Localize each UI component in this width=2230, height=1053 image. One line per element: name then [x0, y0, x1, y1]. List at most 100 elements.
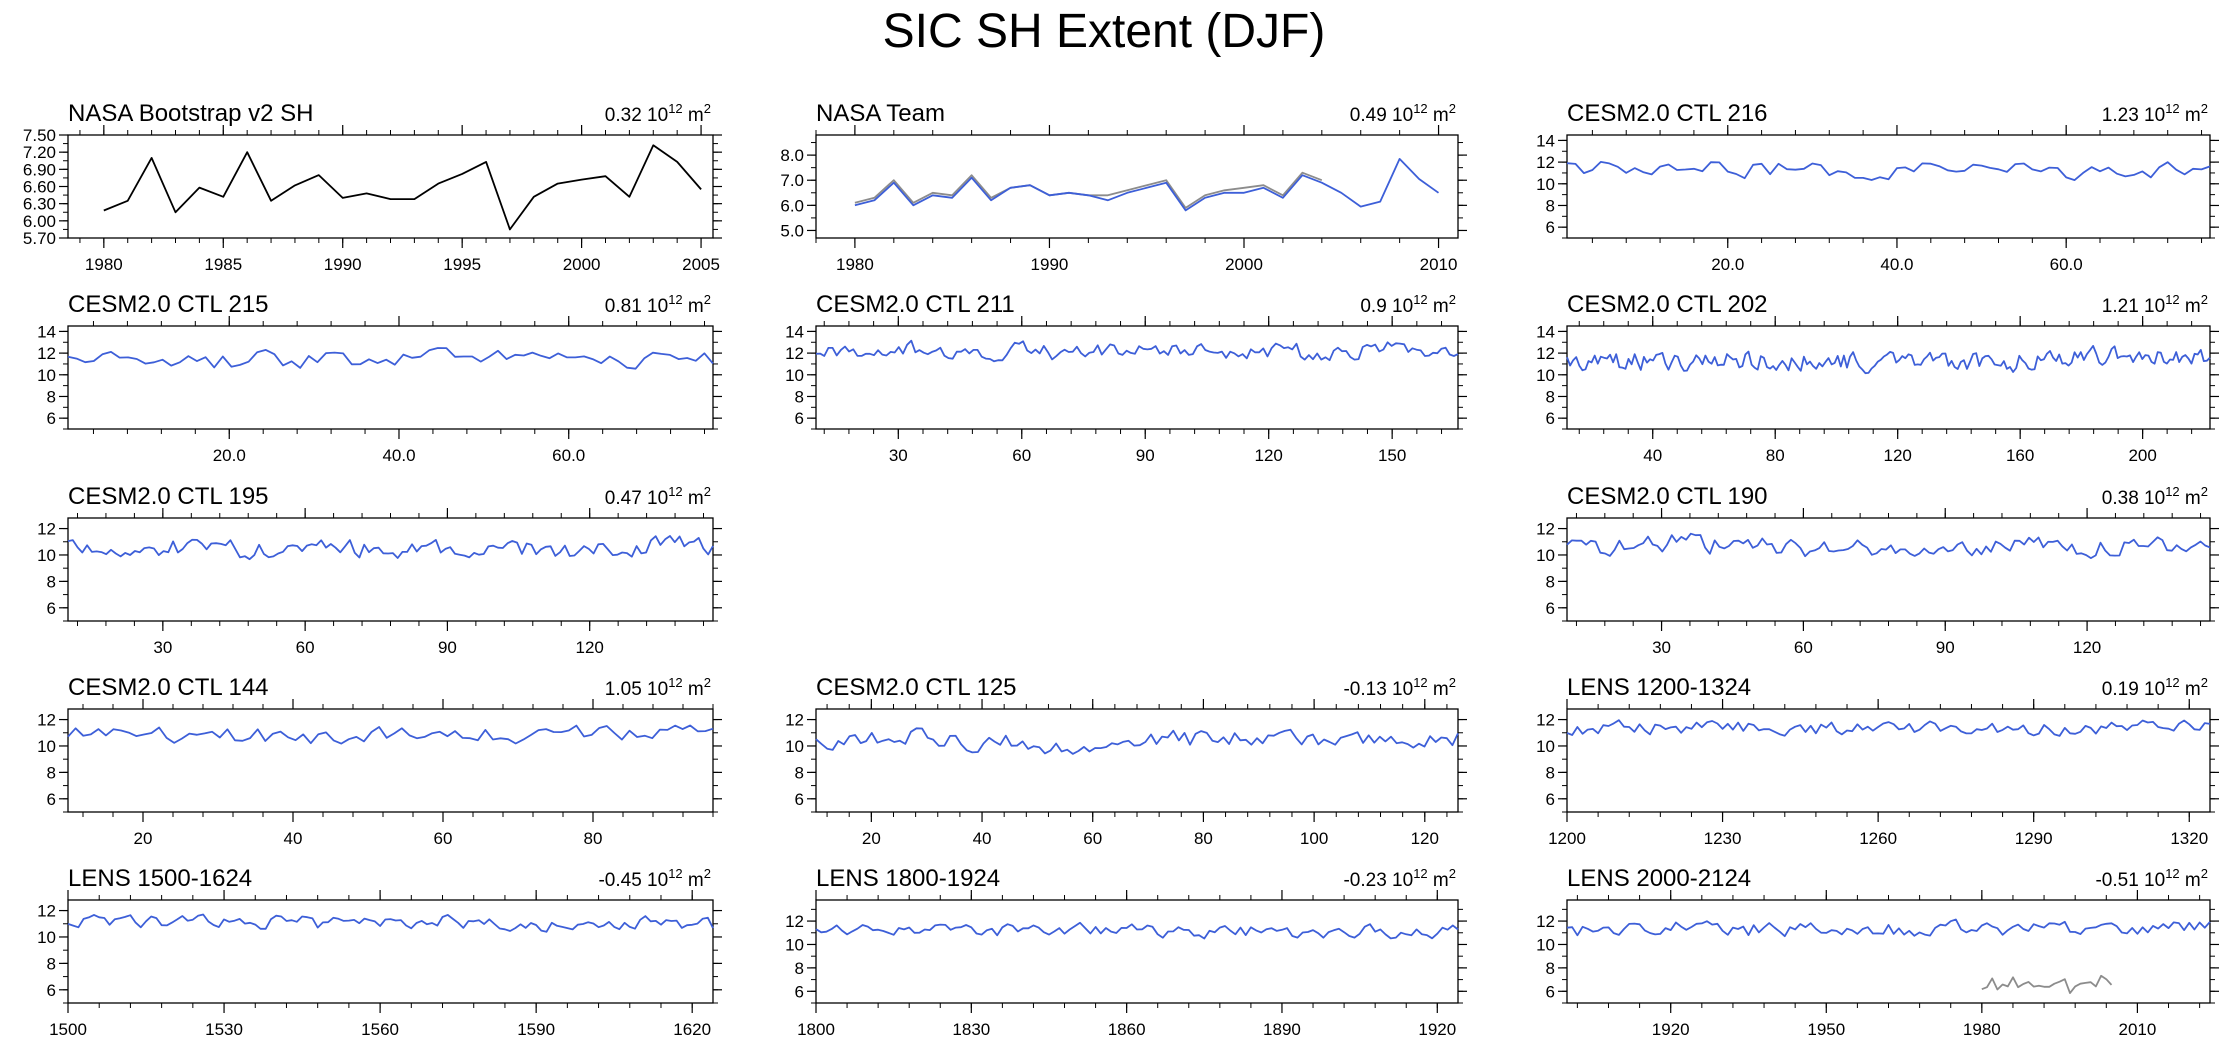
series-line-1 [815, 339, 1459, 363]
trend-unit-exponent: 2 [704, 484, 711, 499]
trend-exponent: 12 [668, 292, 682, 307]
panel-title: LENS 1500-1624 [68, 865, 252, 892]
x-tick-label: 1830 [952, 1020, 990, 1039]
trend-unit: m [1428, 870, 1449, 891]
y-tick-label: 12 [785, 344, 804, 363]
x-tick-label: 120 [2073, 638, 2101, 657]
trend-unit-exponent: 2 [2201, 675, 2208, 690]
y-tick-label: 10 [1536, 935, 1555, 954]
trend-exponent: 12 [2165, 101, 2179, 116]
trend-exponent: 12 [1413, 292, 1427, 307]
trend-value: 1.23 10 [2102, 105, 2165, 126]
y-tick-label: 6 [795, 982, 804, 1001]
x-tick-label: 1980 [836, 255, 874, 274]
x-tick-label: 2000 [1225, 255, 1263, 274]
y-tick-label: 10 [37, 366, 56, 385]
x-tick-label: 1230 [1704, 829, 1742, 848]
y-tick-label: 6 [47, 981, 56, 1000]
trend-label: 0.32 1012 m2 [605, 101, 711, 126]
trend-value: 0.81 10 [605, 296, 668, 317]
y-tick-label: 6 [1546, 218, 1555, 237]
trend-value: 0.47 10 [605, 488, 668, 509]
y-tick-label: 12 [1536, 520, 1555, 539]
x-tick-label: 90 [1136, 446, 1155, 465]
x-tick-label: 1500 [49, 1020, 87, 1039]
x-tick-label: 160 [2006, 446, 2034, 465]
trend-exponent: 12 [2165, 675, 2179, 690]
x-tick-label: 40.0 [1880, 255, 1913, 274]
y-tick-label: 12 [785, 912, 804, 931]
x-tick-label: 1800 [797, 1020, 835, 1039]
trend-label: 1.23 1012 m2 [2102, 101, 2208, 126]
y-tick-label: 10 [785, 737, 804, 756]
trend-unit-exponent: 2 [704, 101, 711, 116]
x-tick-label: 30 [153, 638, 172, 657]
trend-exponent: 12 [668, 484, 682, 499]
x-tick-label: 1920 [1418, 1020, 1456, 1039]
x-tick-label: 1590 [517, 1020, 555, 1039]
x-tick-label: 2010 [1420, 255, 1458, 274]
trend-exponent: 12 [668, 101, 682, 116]
x-tick-label: 1860 [1108, 1020, 1146, 1039]
trend-value: 0.32 10 [605, 105, 668, 126]
x-tick-label: 30 [1652, 638, 1671, 657]
x-tick-label: 40 [284, 829, 303, 848]
x-tick-label: 1560 [361, 1020, 399, 1039]
x-tick-label: 60 [1083, 829, 1102, 848]
y-tick-label: 7.20 [23, 143, 56, 162]
y-tick-label: 12 [1536, 912, 1555, 931]
panel-title: LENS 1800-1924 [816, 865, 1000, 892]
trend-unit-exponent: 2 [1449, 675, 1456, 690]
panel-title: LENS 2000-2124 [1567, 865, 1751, 892]
y-tick-label: 8 [47, 572, 56, 591]
trend-unit-exponent: 2 [1449, 292, 1456, 307]
plot-frame [815, 899, 1459, 1004]
x-tick-label: 80 [1766, 446, 1785, 465]
trend-exponent: 12 [1413, 101, 1427, 116]
trend-value: 0.19 10 [2102, 679, 2165, 700]
y-tick-label: 6.00 [23, 212, 56, 231]
y-tick-label: 6 [47, 599, 56, 618]
x-tick-label: 60 [1794, 638, 1813, 657]
plot-frame [67, 708, 714, 813]
trend-unit-exponent: 2 [1449, 866, 1456, 881]
y-tick-label: 12 [1536, 711, 1555, 730]
x-tick-label: 120 [1255, 446, 1283, 465]
y-tick-label: 6 [795, 790, 804, 809]
trend-unit: m [2180, 679, 2201, 700]
y-tick-label: 6 [795, 409, 804, 428]
trend-unit: m [683, 870, 704, 891]
y-tick-label: 12 [37, 711, 56, 730]
series-line-1 [815, 921, 1459, 940]
series-line-1 [1566, 532, 2211, 559]
y-tick-label: 8 [1546, 387, 1555, 406]
x-tick-label: 1990 [1031, 255, 1069, 274]
trend-label: 1.21 1012 m2 [2102, 292, 2208, 317]
x-tick-label: 1320 [2170, 829, 2208, 848]
y-tick-label: 14 [37, 322, 56, 341]
y-tick-label: 6.90 [23, 160, 56, 179]
y-tick-label: 12 [37, 520, 56, 539]
trend-unit: m [2180, 870, 2201, 891]
plot-frame [67, 325, 714, 430]
trend-value: -0.45 10 [598, 870, 668, 891]
y-tick-label: 8 [1546, 763, 1555, 782]
trend-unit: m [683, 296, 704, 317]
series-line-1 [103, 144, 702, 231]
panel-title: CESM2.0 CTL 211 [816, 291, 1015, 318]
panel-title: CESM2.0 CTL 216 [1567, 100, 1768, 127]
chart-panel-1: NASA Bootstrap v2 SH 0.32 1012 m2 1980 1985… [23, 100, 722, 274]
plot-frame [1566, 708, 2211, 813]
y-tick-label: 8 [795, 387, 804, 406]
y-tick-label: 6.60 [23, 178, 56, 197]
trend-unit-exponent: 2 [2201, 866, 2208, 881]
chart-panel-2: NASA Team 0.49 1012 m2 1980 1990 2000 2010 5.0… [780, 100, 1467, 274]
x-tick-label: 20 [862, 829, 881, 848]
plot-frame [67, 899, 714, 1004]
